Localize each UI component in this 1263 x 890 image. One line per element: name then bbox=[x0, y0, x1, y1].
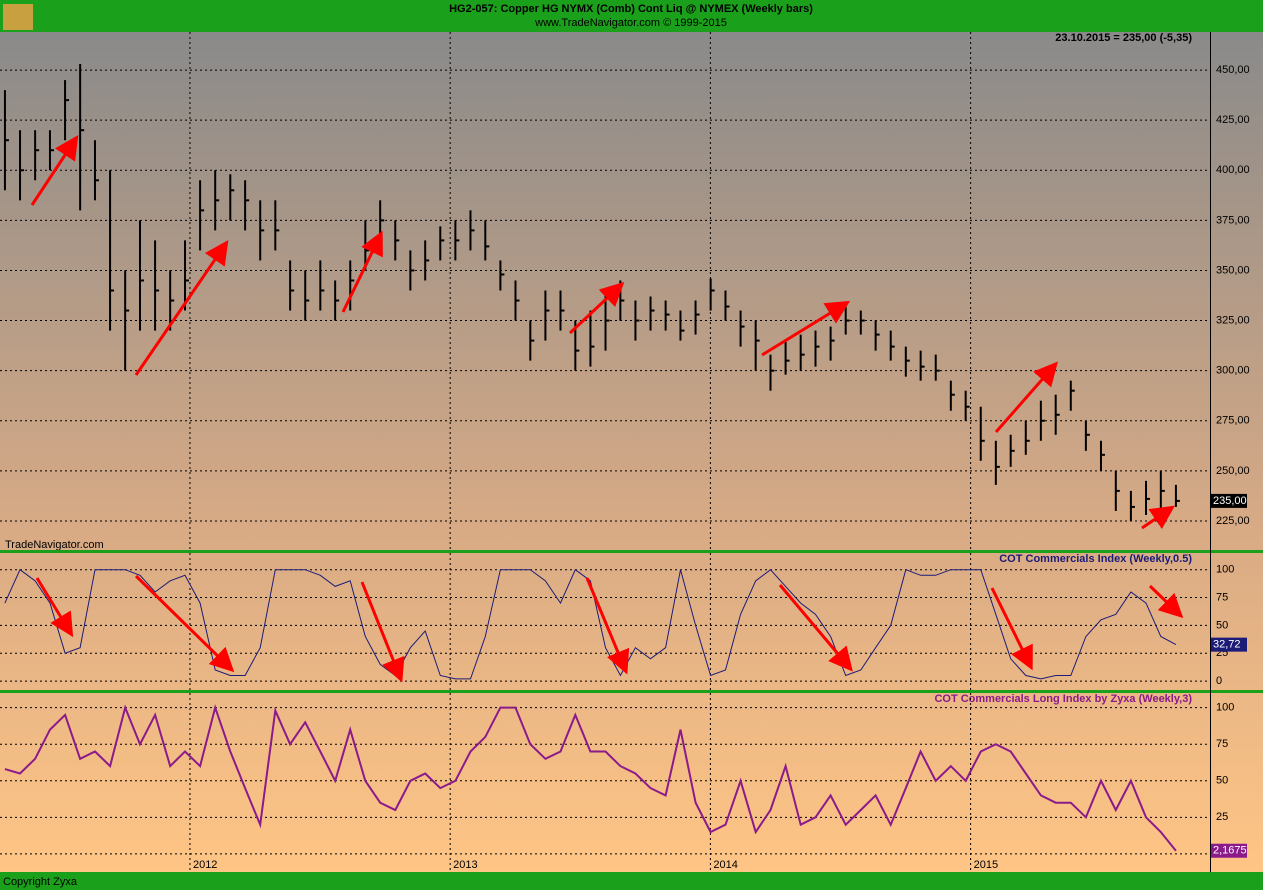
price-annotation: 23.10.2015 = 235,00 (-5,35) bbox=[1055, 32, 1192, 44]
indicator-line bbox=[4, 704, 1177, 852]
y-tick-label: 375,00 bbox=[1216, 214, 1250, 226]
last-value-label: 2,1675 bbox=[1213, 845, 1247, 857]
y-tick-label: 325,00 bbox=[1216, 314, 1250, 326]
logo bbox=[3, 4, 33, 30]
y-tick-label: 100 bbox=[1216, 702, 1234, 714]
panel-title: COT Commercials Long Index by Zyxa (Week… bbox=[934, 693, 1192, 705]
y-tick-label: 100 bbox=[1216, 564, 1234, 576]
y-tick-label: 250,00 bbox=[1216, 465, 1250, 477]
y-tick-label: 425,00 bbox=[1216, 114, 1250, 126]
y-tick-label: 300,00 bbox=[1216, 365, 1250, 377]
y-tick-label: 75 bbox=[1216, 591, 1228, 603]
arrows bbox=[30, 134, 1184, 683]
x-tick-label: 2014 bbox=[713, 859, 737, 871]
watermark: TradeNavigator.com bbox=[5, 539, 104, 551]
last-value-box bbox=[1211, 637, 1247, 652]
chart-subtitle: www.TradeNavigator.com © 1999-2015 bbox=[534, 17, 727, 29]
y-tick-label: 450,00 bbox=[1216, 64, 1250, 76]
panel-title: COT Commercials Index (Weekly,0.5) bbox=[999, 553, 1192, 565]
last-value-label: 235,00 bbox=[1213, 495, 1247, 507]
y-tick-label: 50 bbox=[1216, 619, 1228, 631]
y-tick-label: 400,00 bbox=[1216, 164, 1250, 176]
x-tick-label: 2013 bbox=[453, 859, 477, 871]
y-tick-label: 225,00 bbox=[1216, 515, 1250, 527]
y-tick-label: 275,00 bbox=[1216, 415, 1250, 427]
last-value-box bbox=[1211, 843, 1247, 858]
y-tick-label: 75 bbox=[1216, 738, 1228, 750]
last-value-label: 32,72 bbox=[1213, 639, 1241, 651]
plot-background bbox=[0, 32, 1263, 872]
chart-title: HG2-057: Copper HG NYMX (Comb) Cont Liq … bbox=[449, 3, 813, 15]
indicator-line bbox=[4, 568, 1177, 680]
x-tick-label: 2012 bbox=[193, 859, 217, 871]
y-tick-label: 350,00 bbox=[1216, 264, 1250, 276]
y-tick-label: 25 bbox=[1216, 811, 1228, 823]
y-tick-label: 0 bbox=[1216, 675, 1222, 687]
footer: Copyright Zyxa bbox=[3, 876, 78, 888]
x-tick-label: 2015 bbox=[974, 859, 998, 871]
y-tick-label: 50 bbox=[1216, 775, 1228, 787]
last-value-box bbox=[1211, 493, 1247, 508]
